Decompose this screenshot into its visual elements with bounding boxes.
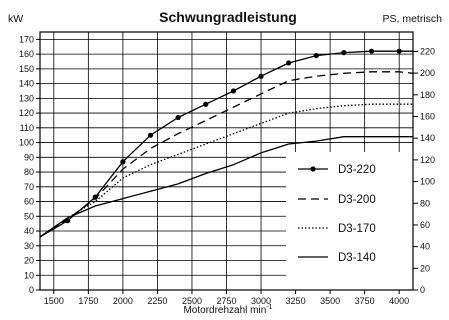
x-tick-label: 2750 [216, 296, 236, 306]
x-tick-label: 3250 [286, 296, 306, 306]
y2-tick-label: 120 [420, 155, 435, 165]
chart-title: Schwungradleistung [159, 9, 297, 25]
series-line-d3-170 [39, 103, 413, 238]
y-tick-label: 70 [24, 182, 34, 192]
data-point-d3-220 [175, 114, 181, 121]
y-tick-label: 30 [24, 241, 34, 251]
x-tick-label: 2000 [113, 296, 133, 306]
y-tick-label: 60 [24, 197, 34, 207]
y-tick-label: 50 [24, 211, 34, 221]
x-tick-label: 1750 [78, 296, 98, 306]
data-point-d3-220 [396, 48, 402, 54]
data-point-d3-220 [258, 73, 264, 79]
y-tick-label: 140 [19, 79, 34, 89]
y2-tick-label: 200 [420, 68, 435, 78]
legend-box [286, 152, 413, 290]
left-axis-unit: kW [8, 13, 23, 25]
y-tick-label: 40 [24, 226, 34, 236]
y-tick-label: 10 [24, 270, 34, 280]
y-tick-label: 130 [19, 93, 34, 103]
y-tick-label: 80 [24, 167, 34, 177]
y2-tick-label: 0 [420, 285, 425, 295]
y2-tick-label: 60 [420, 220, 430, 230]
y2-tick-label: 40 [420, 242, 430, 252]
y-tick-label: 170 [19, 34, 34, 44]
y2-tick-label: 80 [420, 198, 430, 208]
x-tick-label: 3000 [251, 296, 271, 306]
y-tick-label: 90 [24, 152, 34, 162]
y2-tick-label: 140 [420, 133, 435, 143]
x-tick-label: 3500 [320, 296, 340, 306]
series-line-d3-140 [39, 136, 413, 238]
x-axis-label: Motordrehzahl min-1 [183, 304, 272, 316]
legend-label-d3-200: D3-200 [338, 194, 376, 206]
legend: D3-220 D3-200 D3-170 D3-140 [298, 164, 376, 264]
y2-tick-label: 220 [420, 46, 435, 56]
axis-layer: 0 10 20 30 40 50 60 70 80 90 100 110 120 130 140 150 160… [19, 34, 435, 306]
y2-tick-label: 20 [420, 263, 430, 273]
y-tick-label: 20 [24, 256, 34, 266]
y2-tick-label: 100 [420, 177, 435, 187]
data-point-d3-220 [92, 194, 98, 200]
x-axis-label-base: Motordrehzahl min [183, 305, 266, 316]
data-point-d3-220 [341, 50, 347, 56]
y-tick-label: 160 [19, 49, 34, 59]
y2-tick-label: 160 [420, 112, 435, 122]
data-point-d3-220 [230, 88, 237, 94]
y-tick-label: 0 [29, 285, 34, 295]
x-tick-label: 4000 [389, 296, 409, 306]
y-tick-label: 120 [19, 108, 34, 118]
y-tick-label: 110 [20, 123, 34, 133]
legend-label-d3-220: D3-220 [338, 164, 376, 176]
x-tick-label: 3750 [355, 296, 375, 306]
series-layer [39, 48, 414, 238]
data-point-d3-220 [313, 52, 319, 59]
y-tick-label: 150 [19, 64, 34, 74]
data-point-d3-220 [286, 60, 292, 66]
x-axis-label-exponent: -1 [266, 304, 272, 311]
legend-marker-d3-220 [310, 166, 316, 172]
data-point-d3-220 [203, 101, 209, 107]
y-tick-label: 100 [19, 138, 34, 148]
x-tick-label: 2250 [147, 296, 167, 306]
data-point-d3-220 [368, 48, 375, 54]
series-line-d3-200 [39, 71, 414, 238]
x-tick-label: 2500 [182, 296, 202, 306]
legend-label-d3-170: D3-170 [338, 223, 376, 235]
right-axis-unit: PS, metrisch [382, 13, 442, 25]
y2-tick-label: 180 [420, 90, 435, 100]
legend-label-d3-140: D3-140 [338, 252, 376, 264]
data-point-d3-220 [120, 159, 126, 165]
data-point-d3-220 [147, 132, 154, 138]
x-tick-label: 1500 [44, 296, 64, 306]
